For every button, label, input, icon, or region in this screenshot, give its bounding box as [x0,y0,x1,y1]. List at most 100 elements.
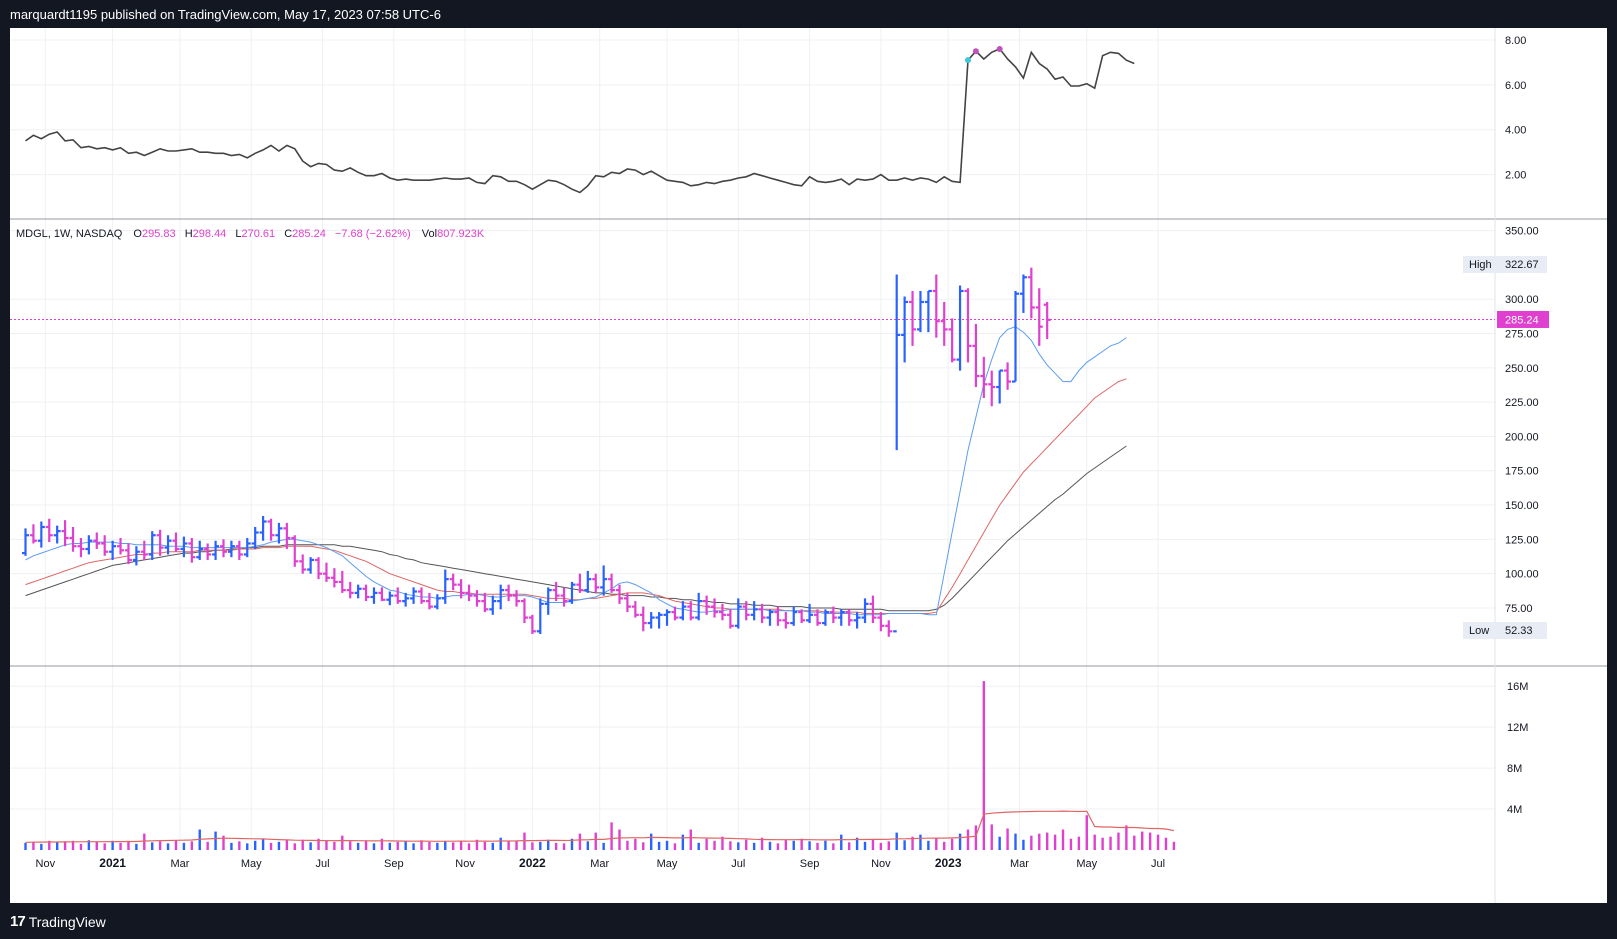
ohlc-bar [220,539,227,558]
ohlc-bar [695,592,703,621]
time-tick-label: Mar [1010,858,1029,870]
volume-pane[interactable] [24,681,1176,850]
ohlc-bar [972,323,980,388]
ohlc-bar [996,369,1004,404]
ohlc-bar [513,590,521,607]
volume-bar [539,841,542,850]
volume-bar [483,841,487,850]
volume-bar [642,842,645,850]
last-price-badge-text: 285.24 [1505,314,1539,326]
volume-bar [657,841,661,850]
volume-bar [919,834,922,850]
volume-bar [689,829,692,850]
volume-bar [230,842,233,850]
publish-header: marquardt1195 published on TradingView.c… [0,0,1617,30]
volume-bar [246,843,249,850]
last-price-badge-bg [1497,310,1549,328]
ohlc-bar [505,584,513,602]
high-label: High 322.67 [1463,256,1547,273]
ohlc-bar [655,612,663,629]
ohlc-bar [552,581,560,602]
ohlc-bar [980,356,988,399]
ohlc-bar [829,606,837,624]
ohlc-bar [901,296,909,363]
indicator-axis[interactable]: 8.00 6.00 4.00 2.00 [1505,35,1526,182]
tradingview-logo-icon: 17 [10,913,26,930]
chart-area[interactable]: 8.00 6.00 4.00 2.00 350.00 300.00 275.00 250.0… [10,28,1607,903]
volume-bar [174,840,178,850]
volume-bar [499,837,502,850]
time-tick-label: Sep [384,858,404,870]
volume-bar [1148,832,1152,850]
ohlc-bar [782,612,790,629]
volume-bar [847,842,851,850]
volume-bar [333,841,336,850]
chart-svg[interactable]: 8.00 6.00 4.00 2.00 350.00 300.00 275.00 250.0… [10,28,1607,903]
volume-bar [816,842,819,850]
time-axis[interactable]: Nov 2021 Mar May Jul Sep Nov 2022 Mar May Jul Sep No… [36,856,1166,870]
ohlc-bar [299,554,307,574]
volume-bar [356,842,360,850]
ohlc-bar [623,592,631,613]
volume-bar [222,835,225,850]
volume-axis[interactable]: 16M 12M 8M 4M [1507,681,1528,816]
volume-bar [364,840,368,850]
volume-bar [293,843,296,850]
volume-bar [269,842,273,850]
ohlc-bar [766,609,774,626]
ohlc-bar [916,290,924,333]
price-axis[interactable]: 350.00 300.00 275.00 250.00 225.00 200.00 175.… [1505,226,1539,615]
ohlc-bar [497,584,505,610]
volume-bar [729,841,732,850]
volume-bar [562,843,566,850]
volume-tick-label: 8M [1507,763,1522,775]
tradingview-logo[interactable]: 17 TradingView [10,913,106,930]
volume-bar [190,841,194,850]
ohlc-bar [196,540,204,560]
volume-bar [182,842,186,850]
volume-bar [127,841,130,850]
volume-bar [863,841,867,850]
volume-bar [554,842,558,850]
time-tick-label: Nov [36,858,56,870]
volume-bar [927,840,930,850]
ohlc-bar [77,537,85,558]
ohlc-bar [188,537,196,563]
volume-bar [436,842,439,850]
price-pane[interactable] [10,267,1495,637]
volume-bar [649,833,653,850]
volume-bar [1172,841,1176,850]
footer-bar: 17 TradingView [0,903,1617,939]
price-tick-label: 300.00 [1505,294,1539,306]
volume-bar [713,840,716,850]
volume-bar [79,843,83,850]
time-tick-label: May [657,858,678,870]
price-tick-label: 350.00 [1505,226,1539,238]
ma10-line [25,326,1127,616]
ohlc-bar [330,568,338,588]
ohlc-bar [1004,362,1012,390]
ohlc-bar [410,587,418,604]
volume-bar [507,841,510,850]
grid-lines [10,28,1495,850]
ohlc-bar [861,598,869,624]
volume-bar [119,842,122,850]
time-tick-label: Sep [800,858,820,870]
ohlc-bar [663,609,671,626]
indicator-pane[interactable] [25,45,1135,194]
volume-bar [143,833,146,850]
volume-bar [309,842,312,850]
ohlc-bar [924,289,932,333]
legend-open-label: O [133,228,142,240]
volume-bar [317,838,320,850]
ohlc-bar [877,612,885,632]
volume-bar [451,842,455,850]
legend-low: 270.61 [242,228,276,240]
ohlc-bar [806,603,814,624]
volume-bar [602,842,605,850]
volume-bar [1069,838,1073,850]
legend-open: 295.83 [142,228,176,240]
legend-close-label: C [284,228,292,240]
ohlc-bar [425,592,433,610]
volume-bar [776,843,780,850]
